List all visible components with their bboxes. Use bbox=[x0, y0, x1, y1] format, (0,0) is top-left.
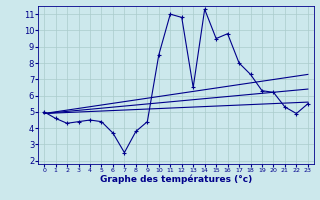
X-axis label: Graphe des températures (°c): Graphe des températures (°c) bbox=[100, 175, 252, 184]
